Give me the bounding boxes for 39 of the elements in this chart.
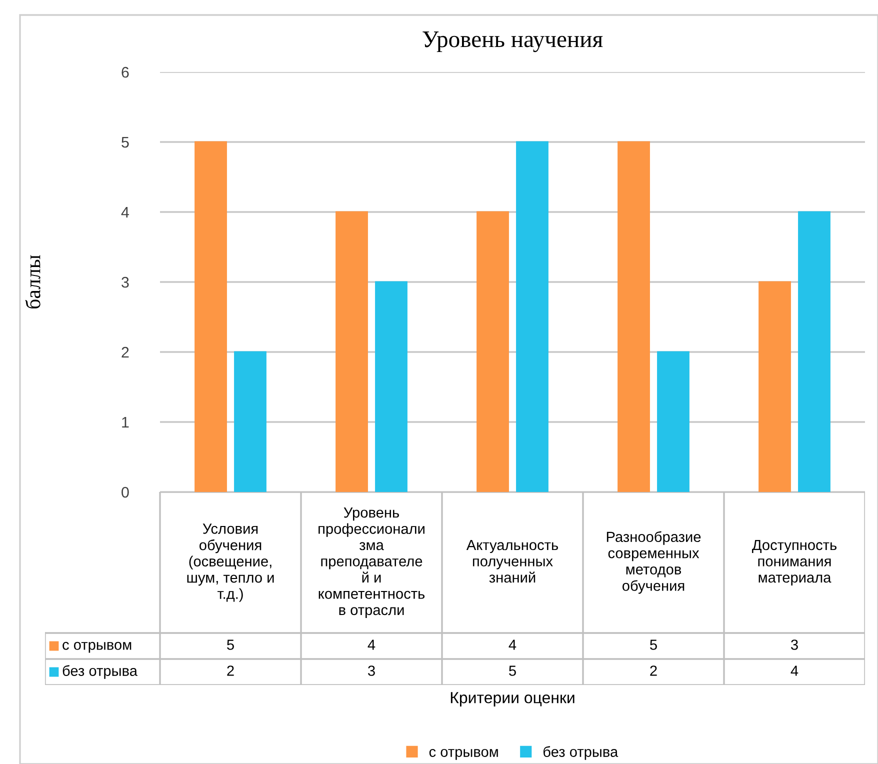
- bar: [758, 281, 791, 492]
- y-tick-label: 0: [122, 486, 129, 498]
- data-label: 4: [368, 640, 376, 650]
- bar: [657, 351, 690, 492]
- y-tick-label: 1: [122, 417, 129, 428]
- x-tick-label: Уровень профессионали зма преподавателе й и компетентность в отрасли: [318, 508, 425, 618]
- legend-label: с отрывом: [62, 642, 132, 653]
- text: без отрыва: [544, 746, 618, 760]
- data-label: 4: [508, 640, 516, 650]
- x-tick-label: Доступность понимания материала: [752, 540, 837, 586]
- x-tick-label: Разнообразие современных методов обучения: [606, 531, 701, 594]
- data-label: 4: [790, 666, 798, 676]
- bar: [798, 211, 830, 492]
- y-tick-label: 5: [122, 137, 129, 148]
- chart-title: Уровень научения: [422, 32, 603, 52]
- data-label: 5: [509, 666, 516, 676]
- x-tick-label: Условия обучения (освещение, шум, тепло и т.д.): [187, 524, 274, 602]
- data-label: 2: [227, 666, 234, 676]
- bar: [618, 141, 650, 492]
- y-tick-label: 3: [122, 276, 129, 288]
- data-label: 5: [650, 640, 657, 650]
- legend-label: без отрыва: [62, 665, 138, 679]
- bar: [476, 211, 509, 492]
- text: с отрывом: [429, 748, 498, 760]
- data-label: 2: [650, 666, 657, 676]
- bar: [516, 141, 548, 492]
- data-label: 3: [791, 640, 798, 650]
- y-tick-label: 4: [121, 207, 129, 218]
- y-tick-label: 6: [122, 66, 129, 78]
- data-label: 5: [227, 640, 234, 650]
- y-axis-title: баллы: [25, 255, 40, 308]
- bar: [375, 281, 408, 492]
- data-label: 3: [368, 666, 375, 676]
- y-tick-label: 2: [122, 346, 129, 358]
- x-tick-label: Актуальность полученных знаний: [466, 540, 558, 583]
- bar: [194, 141, 227, 492]
- x-axis-title: Критерии оценки: [450, 692, 574, 706]
- bar: [336, 211, 368, 492]
- bar: [234, 351, 266, 492]
